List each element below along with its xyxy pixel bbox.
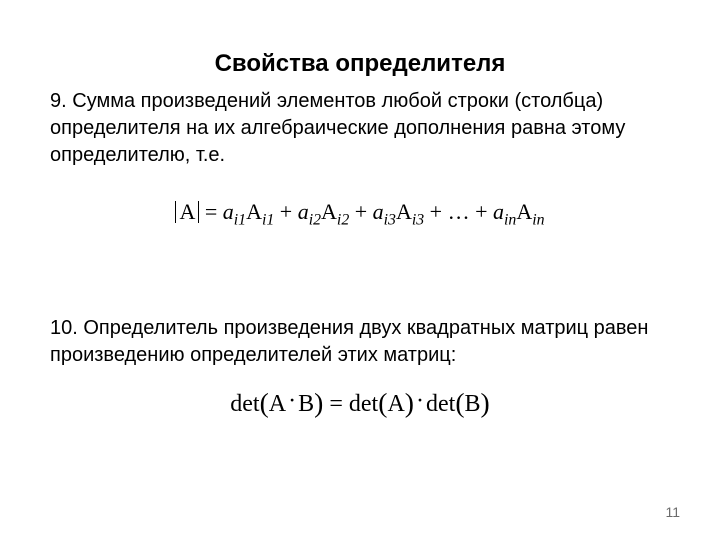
page-title: Свойства определителя xyxy=(50,50,670,78)
property-9-text: 9. Сумма произведений элементов любой ст… xyxy=(50,88,670,169)
plus-1: + xyxy=(280,199,298,224)
property-10-text: 10. Определитель произведения двух квадр… xyxy=(50,315,670,369)
term-n-A: Ain xyxy=(516,199,544,224)
plus-3: + xyxy=(430,199,448,224)
det-A: det(A) xyxy=(349,391,414,417)
mult-dot: · xyxy=(414,388,426,415)
term-3-A: Ai3 xyxy=(396,199,424,224)
dots: … xyxy=(448,199,470,224)
property-10-prefix: 10. xyxy=(50,317,83,339)
property-9-formula: A = ai1Ai1 + ai2Ai2 + ai3Ai3 + … + ainAi… xyxy=(50,199,670,225)
det-A-bars: A xyxy=(175,201,199,223)
property-9-prefix: 9. xyxy=(50,90,72,112)
eq-sign-2: = xyxy=(329,391,349,417)
plus-2: + xyxy=(355,199,373,224)
det-B: det(B) xyxy=(426,391,490,417)
A-symbol: A xyxy=(179,199,195,224)
property-10-formula: det(A·B) = det(A)·det(B) xyxy=(50,387,670,419)
plus-4: + xyxy=(475,199,493,224)
term-1-A: Ai1 xyxy=(246,199,274,224)
term-2-a: ai2 xyxy=(298,199,321,224)
term-3-a: ai3 xyxy=(373,199,396,224)
property-10-body: Определитель произведения двух квадратны… xyxy=(50,317,648,366)
page-number: 11 xyxy=(665,504,680,520)
term-2-A: Ai2 xyxy=(321,199,349,224)
property-9-body: Сумма произведений элементов любой строк… xyxy=(50,90,625,166)
term-1-a: ai1 xyxy=(223,199,246,224)
eq-sign: = xyxy=(205,199,223,224)
det-AB: det(A·B) xyxy=(230,391,323,417)
slide: Свойства определителя 9. Сумма произведе… xyxy=(0,0,720,540)
term-n-a: ain xyxy=(493,199,516,224)
